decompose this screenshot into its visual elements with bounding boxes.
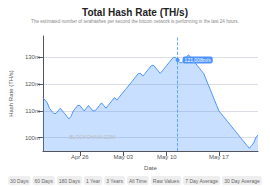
svg-text:7 Day Average: 7 Day Average [185,178,218,184]
svg-text:100m: 100m [25,135,40,141]
svg-text:130m: 130m [25,54,40,60]
svg-text:30 Day Average: 30 Day Average [224,178,260,184]
svg-text:All Time: All Time [129,178,147,184]
svg-text:110m: 110m [25,108,40,114]
svg-text:30 Days: 30 Days [10,178,29,184]
svg-text:180 Days: 180 Days [59,178,81,184]
svg-text:60 Days: 60 Days [34,178,53,184]
svg-text:May 10: May 10 [157,154,177,160]
svg-text:Hash Rate (TH/s): Hash Rate (TH/s) [8,70,14,117]
svg-text:3 Years: 3 Years [106,178,123,184]
svg-text:121,008m/s: 121,008m/s [185,57,212,63]
svg-text:Raw Values: Raw Values [153,178,180,184]
svg-text:May 03: May 03 [113,154,133,160]
svg-text:1 Year: 1 Year [86,178,101,184]
svg-text:May 17: May 17 [209,154,229,160]
svg-text:The estimated number of teraha: The estimated number of terahashes per s… [31,19,239,24]
svg-text:Total Hash Rate (TH/s): Total Hash Rate (TH/s) [82,7,188,18]
svg-text:BLOCKCHAIN.COM: BLOCKCHAIN.COM [70,134,116,140]
svg-text:120m: 120m [25,81,40,87]
svg-text:Apr 26: Apr 26 [71,154,89,160]
svg-text:Date: Date [144,165,157,171]
